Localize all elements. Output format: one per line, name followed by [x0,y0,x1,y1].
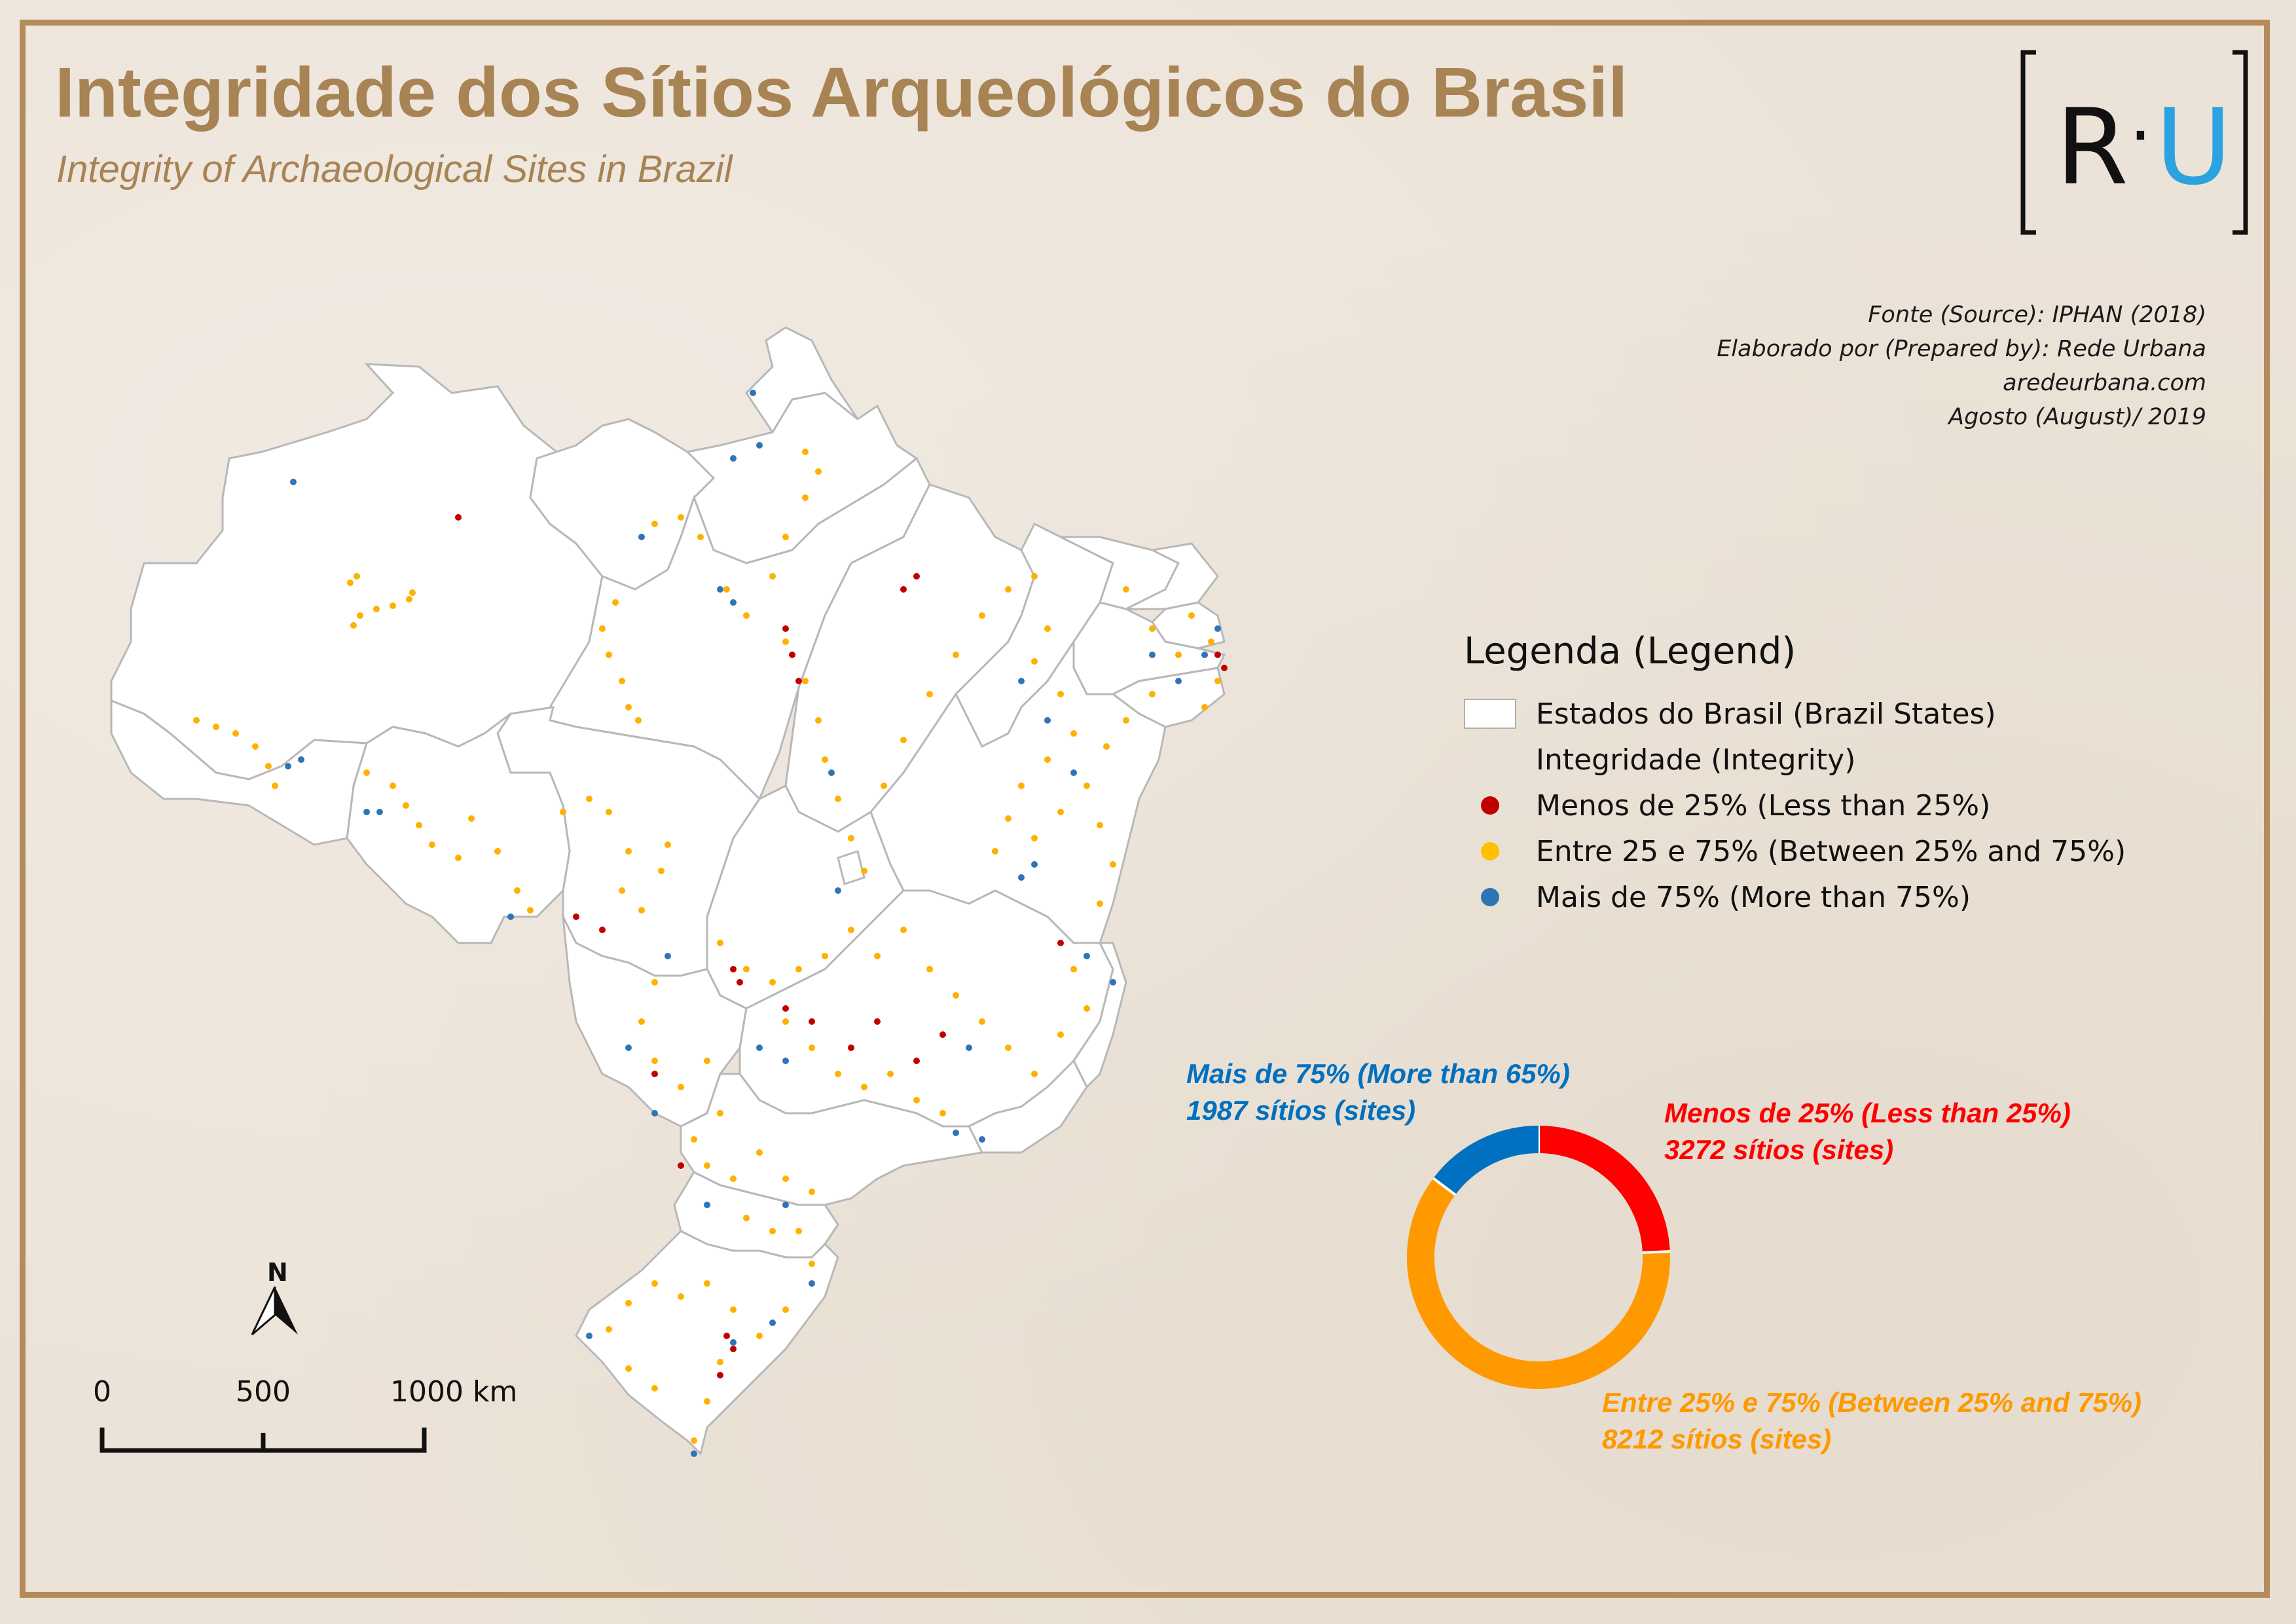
credit-website: aredeurbana.com [2003,370,2206,396]
site-points [193,390,1228,1457]
state-shape [745,326,859,434]
credit-date: Agosto (August)/ 2019 [1948,404,2206,430]
donut-label-more75-line2: 1987 sítios (sites) [1186,1095,1416,1126]
legend-label-states: Estados do Brasil (Brazil States) [1536,697,1996,731]
scale-label-500: 500 [236,1375,291,1409]
donut-label-between-line1: Entre 25% e 75% (Between 25% and 75%) [1602,1387,2142,1418]
legend-item-between: Entre 25 e 75% (Between 25% and 75%) [1464,828,2126,874]
donut-label-less25-line2: 3272 sítios (sites) [1664,1134,1894,1165]
yellow-dot-icon [1481,842,1499,860]
donut-label-more75-line1: Mais de 75% (More than 65%) [1186,1058,1570,1089]
donut-label-between-line2: 8212 sítios (sites) [1602,1424,1832,1454]
rede-urbana-logo: R · U [2020,50,2248,235]
credit-source: Fonte (Source): IPHAN (2018) [1868,302,2206,328]
map-title: Integridade dos Sítios Arqueológicos do … [55,52,1628,132]
legend-label-between: Entre 25 e 75% (Between 25% and 75%) [1536,834,2126,868]
scale-label-1000: 1000 km [390,1375,518,1409]
donut-separator [1642,1250,1670,1254]
credit-prepared-by: Elaborado por (Prepared by): Rede Urbana [1717,336,2206,362]
donut-label-more75: Mais de 75% (More than 65%) 1987 sítios … [1186,1056,1570,1129]
north-label: N [267,1258,288,1287]
site-points-red [455,514,1228,1378]
legend: Legenda (Legend) Estados do Brasil (Braz… [1464,630,2126,920]
state-shape [837,850,866,885]
legend-label-more75: Mais de 75% (More than 75%) [1536,880,1971,914]
site-points-blue [285,390,1221,1457]
legend-item-less25: Menos de 25% (Less than 25%) [1464,783,2126,828]
brazil-states [110,326,1226,1456]
legend-label-less25: Menos de 25% (Less than 25%) [1536,788,1991,822]
north-arrow-icon: N [251,1258,298,1336]
donut-label-less25-line1: Menos de 25% (Less than 25%) [1664,1098,2071,1128]
donut-slice-less25 [1538,1126,1670,1253]
legend-integrity-heading: Integridade (Integrity) [1464,737,2126,783]
legend-item-more75: Mais de 75% (More than 75%) [1464,874,2126,920]
donut-slice-more75 [1433,1126,1539,1195]
logo-letter-u: U [2155,86,2232,208]
logo-letter-r: R [2056,86,2128,208]
state-shape [967,1059,1088,1154]
scale-label-0: 0 [93,1375,111,1409]
legend-title: Legenda (Legend) [1464,630,1796,673]
credits-block: Fonte (Source): IPHAN (2018) Elaborado p… [1717,298,2206,434]
map-subtitle: Integrity of Archaeological Sites in Bra… [56,148,733,191]
logo-dot: · [2129,94,2152,177]
scale-bar [100,1428,427,1453]
legend-item-states: Estados do Brasil (Brazil States) [1464,691,2126,737]
state-shape [575,1230,839,1456]
map-frame [20,20,2270,1598]
integrity-donut-chart [1407,1126,1670,1389]
site-points-yellow [193,449,1221,1444]
donut-label-less25: Menos de 25% (Less than 25%) 3272 sítios… [1664,1095,2071,1168]
red-dot-icon [1481,796,1499,815]
states-swatch [1464,699,1516,729]
state-shape [110,699,368,846]
donut-slice-between [1407,1178,1670,1389]
donut-separator [1432,1177,1457,1196]
blue-dot-icon [1481,888,1499,906]
state-shape [346,712,571,944]
legend-label-integrity: Integridade (Integrity) [1536,743,1856,777]
state-shape [562,916,748,1128]
donut-label-between: Entre 25% e 75% (Between 25% and 75%) 82… [1602,1384,2141,1458]
